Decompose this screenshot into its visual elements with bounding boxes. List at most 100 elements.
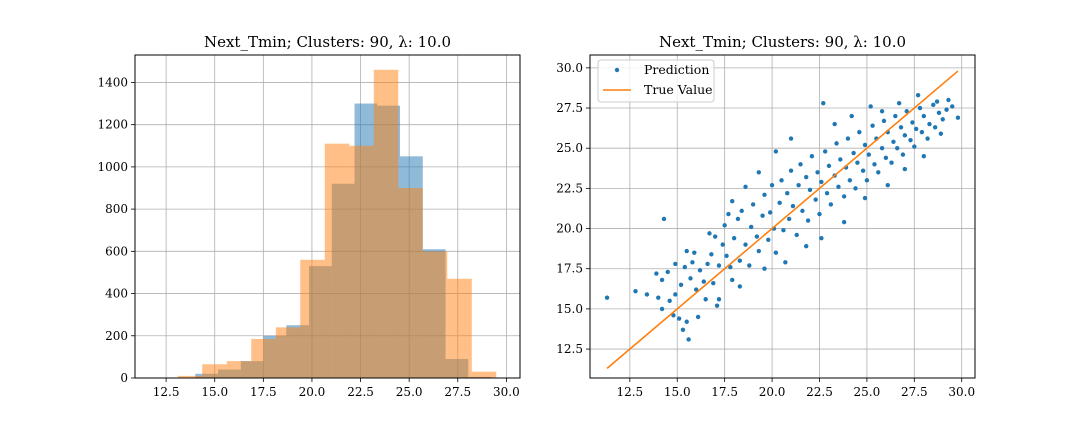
prediction-point xyxy=(749,224,754,230)
prediction-point xyxy=(822,149,828,154)
prediction-point xyxy=(925,136,930,141)
prediction-point xyxy=(756,248,761,254)
prediction-point xyxy=(684,319,689,324)
prediction-point xyxy=(673,292,678,297)
scatter-y-tick-label: 30.0 xyxy=(556,61,583,75)
prediction-point xyxy=(690,260,695,265)
prediction-point xyxy=(667,298,672,304)
prediction-point xyxy=(743,242,748,247)
histogram-x-tick-label: 15.0 xyxy=(201,385,228,399)
histogram-y-tick-label: 1000 xyxy=(97,160,128,174)
histogram-bar-series-2 xyxy=(422,251,448,378)
prediction-point xyxy=(804,244,809,249)
scatter-y-tick-label: 27.5 xyxy=(556,101,583,115)
histogram-bar-series-2 xyxy=(226,361,252,378)
histogram-x-ticks: 12.5 15.0 17.5 20.0 22.5 25.0 27.5 30.0 xyxy=(153,378,520,399)
prediction-point xyxy=(604,295,610,300)
histogram-y-tick-label: 1200 xyxy=(97,118,128,132)
prediction-point xyxy=(902,133,908,138)
prediction-point xyxy=(931,102,936,108)
histogram-bar-series-2 xyxy=(251,338,276,378)
prediction-point xyxy=(940,117,945,122)
histogram-x-tick-label: 22.5 xyxy=(347,385,374,399)
prediction-point xyxy=(912,144,917,149)
prediction-point xyxy=(881,118,887,124)
prediction-point xyxy=(720,242,725,247)
prediction-point xyxy=(722,223,727,228)
prediction-point xyxy=(790,203,796,209)
prediction-point xyxy=(786,216,792,222)
prediction-point xyxy=(932,125,938,130)
prediction-point xyxy=(692,250,697,255)
prediction-point xyxy=(857,129,862,135)
prediction-point xyxy=(688,276,693,281)
prediction-point xyxy=(684,248,689,254)
prediction-point xyxy=(676,316,682,321)
histogram-y-tick-label: 800 xyxy=(105,202,128,216)
prediction-point xyxy=(671,313,676,318)
prediction-point xyxy=(862,195,868,201)
prediction-point xyxy=(694,287,699,292)
prediction-point xyxy=(773,149,779,154)
prediction-point xyxy=(950,104,955,109)
prediction-point xyxy=(826,163,832,169)
prediction-point xyxy=(855,160,860,165)
prediction-point xyxy=(864,178,870,183)
scatter-chart: 12.5 15.0 17.5 20.0 22.5 25.0 27.5 30.0 12.5 15.… xyxy=(556,33,976,399)
prediction-point xyxy=(870,123,875,128)
prediction-point xyxy=(794,232,799,238)
prediction-point xyxy=(895,146,900,151)
prediction-point xyxy=(730,199,735,204)
prediction-point xyxy=(750,202,756,207)
scatter-grid xyxy=(590,55,975,378)
prediction-point xyxy=(879,146,885,151)
prediction-point xyxy=(673,261,678,267)
prediction-point xyxy=(654,271,659,276)
prediction-point xyxy=(735,216,741,222)
true-value-line-segment xyxy=(606,70,959,369)
scatter-x-tick-label: 15.0 xyxy=(664,385,691,399)
histogram-x-tick-label: 27.5 xyxy=(444,385,471,399)
prediction-point xyxy=(851,150,856,156)
prediction-point xyxy=(853,186,858,191)
prediction-point xyxy=(944,107,949,112)
prediction-point xyxy=(769,182,775,188)
scatter-y-tick-label: 25.0 xyxy=(556,141,583,155)
prediction-point xyxy=(701,279,706,284)
prediction-point xyxy=(938,131,944,136)
prediction-point xyxy=(737,258,743,263)
prediction-point xyxy=(659,277,665,283)
prediction-point xyxy=(832,121,837,127)
prediction-point xyxy=(908,137,913,143)
prediction-point xyxy=(714,303,720,308)
prediction-point xyxy=(804,174,809,180)
histogram-y-tick-label: 600 xyxy=(105,244,128,258)
histogram-bar-series-2 xyxy=(373,69,399,379)
scatter-axes-frame xyxy=(589,54,976,379)
prediction-point xyxy=(879,109,885,114)
prediction-point xyxy=(695,314,701,320)
prediction-point xyxy=(819,179,824,185)
prediction-point xyxy=(809,154,815,159)
prediction-point xyxy=(767,210,773,215)
scatter-x-tick-label: 20.0 xyxy=(759,385,786,399)
prediction-point xyxy=(680,327,686,332)
histogram-bar-series-2 xyxy=(349,145,374,378)
prediction-point xyxy=(712,234,718,239)
prediction-point xyxy=(817,211,822,217)
prediction-point xyxy=(838,157,843,162)
scatter-x-tick-label: 25.0 xyxy=(854,385,881,399)
prediction-point xyxy=(847,178,853,183)
histogram-bar-series-2 xyxy=(300,259,325,378)
prediction-point xyxy=(762,192,767,198)
prediction-point xyxy=(910,120,915,125)
prediction-point xyxy=(716,297,722,302)
scatter-title: Next_Tmin; Clusters: 90, λ: 10.0 xyxy=(659,33,906,51)
legend-box xyxy=(597,59,715,103)
prediction-point xyxy=(766,237,771,243)
prediction-point xyxy=(697,268,703,273)
prediction-point xyxy=(773,250,779,255)
prediction-point xyxy=(760,213,765,218)
prediction-point xyxy=(728,264,733,270)
scatter-x-ticks: 12.5 15.0 17.5 20.0 22.5 25.0 27.5 30.0 xyxy=(616,378,975,399)
